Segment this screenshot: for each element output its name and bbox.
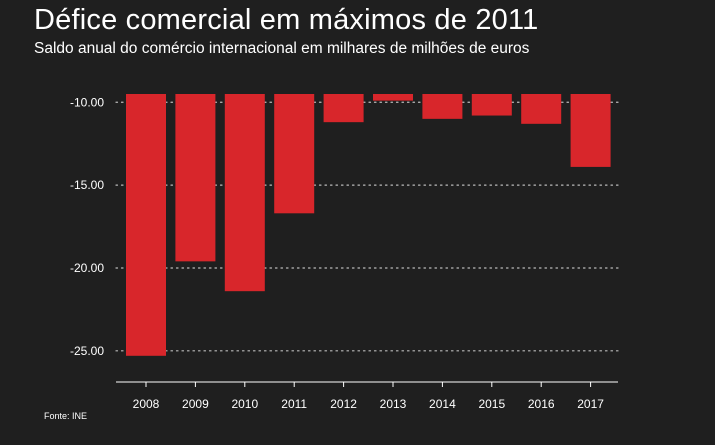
bar-2016 [521,94,562,124]
y-tick-label: -10.00 [70,95,104,109]
x-tick-label: 2008 [133,397,160,411]
y-axis-ticks: -10.00 -15.00 -20.00 -25.00 [70,95,104,358]
chart-subtitle: Saldo anual do comércio internacional em… [34,40,530,57]
x-tick-label: 2017 [577,397,604,411]
bar-2010 [224,94,265,292]
x-tick-label: 2013 [380,397,407,411]
x-tick-label: 2015 [478,397,505,411]
bars-layer [126,94,611,356]
source-note: Fonte: INE [44,411,88,421]
y-tick-label: -20.00 [70,261,104,275]
bar-2015 [471,94,512,116]
chart-title: Défice comercial em máximos de 2011 [34,4,539,36]
y-tick-label: -25.00 [70,344,104,358]
x-tick-label: 2010 [231,397,258,411]
bar-2008 [126,94,166,356]
bar-2017 [570,94,611,167]
bar-2012 [323,94,364,123]
x-axis [116,381,618,387]
x-tick-label: 2011 [281,397,307,411]
x-tick-label: 2014 [429,397,456,411]
y-tick-label: -15.00 [70,178,104,192]
bar-2009 [175,94,216,262]
x-tick-label: 2012 [330,397,357,411]
bar-2013 [373,94,413,101]
x-tick-label: 2009 [182,397,209,411]
x-tick-label: 2016 [528,397,555,411]
bar-2011 [274,94,315,214]
bar-2014 [422,94,463,119]
x-axis-ticks: 2008 2009 2010 2011 2012 2013 2014 2015 2016 2017 [133,397,605,411]
